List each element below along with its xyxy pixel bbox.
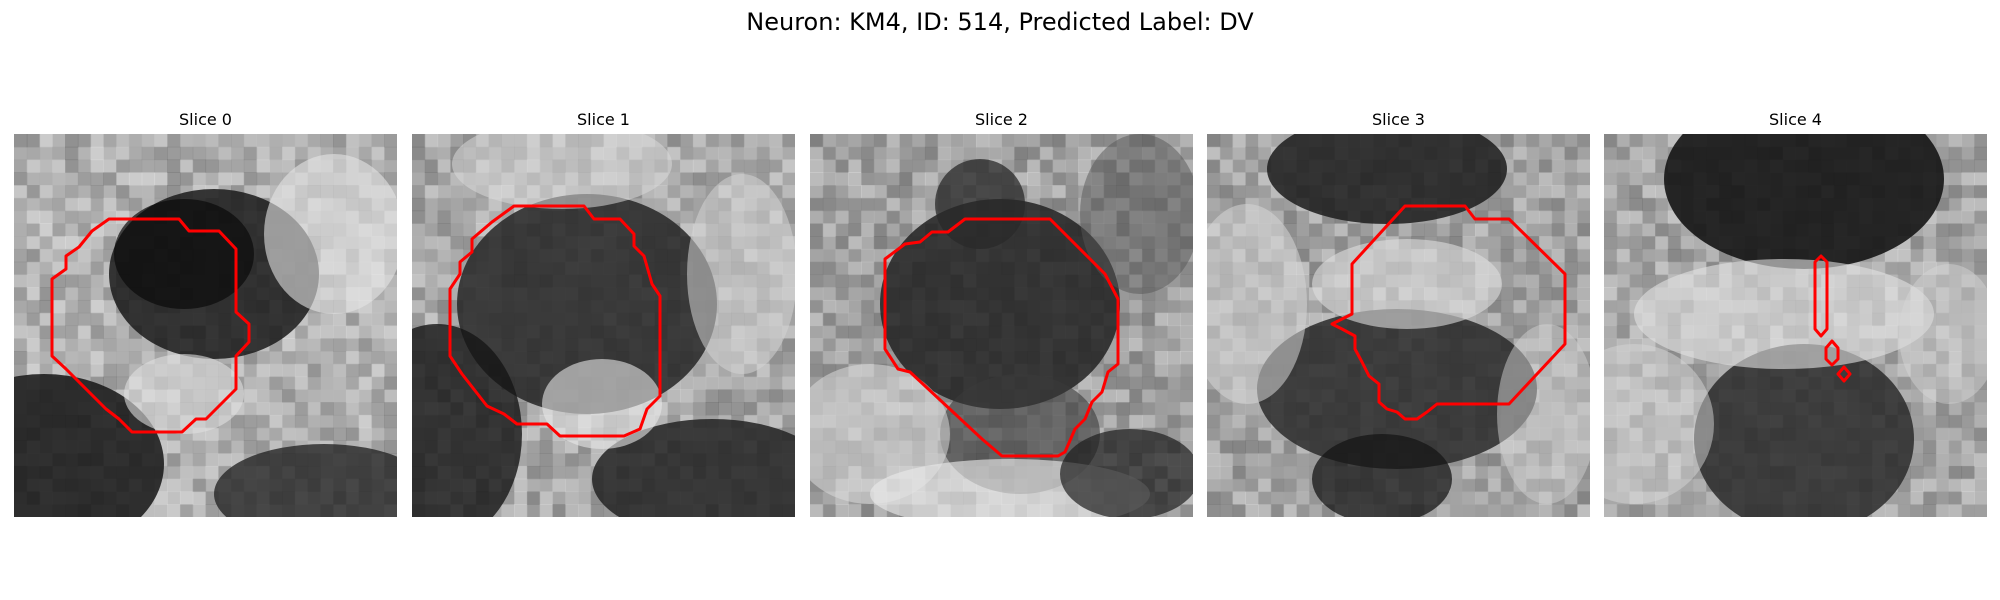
slice-title-0: Slice 0 [179, 110, 232, 129]
slice-image-1 [412, 134, 795, 517]
contour [1813, 254, 1829, 338]
contour [883, 217, 1120, 458]
blobs [412, 134, 795, 517]
blobs [14, 154, 397, 517]
slice-title-4: Slice 4 [1769, 110, 1822, 129]
slice-image-2 [810, 134, 1193, 517]
slice-image-0 [14, 134, 397, 517]
contour [1836, 365, 1852, 383]
figure-title: Neuron: KM4, ID: 514, Predicted Label: D… [746, 8, 1254, 36]
blobs [810, 134, 1193, 517]
slice-title-2: Slice 2 [975, 110, 1028, 129]
blobs [1207, 134, 1590, 517]
contour-fragments [1813, 254, 1852, 383]
slice-image-3 [1207, 134, 1590, 517]
slice-title-1: Slice 1 [577, 110, 630, 129]
slice-title-3: Slice 3 [1372, 110, 1425, 129]
contour [448, 204, 662, 438]
contour [1330, 204, 1567, 421]
contour [1824, 339, 1840, 367]
blobs [1604, 134, 1987, 517]
contour [50, 217, 251, 434]
slice-image-4 [1604, 134, 1987, 517]
